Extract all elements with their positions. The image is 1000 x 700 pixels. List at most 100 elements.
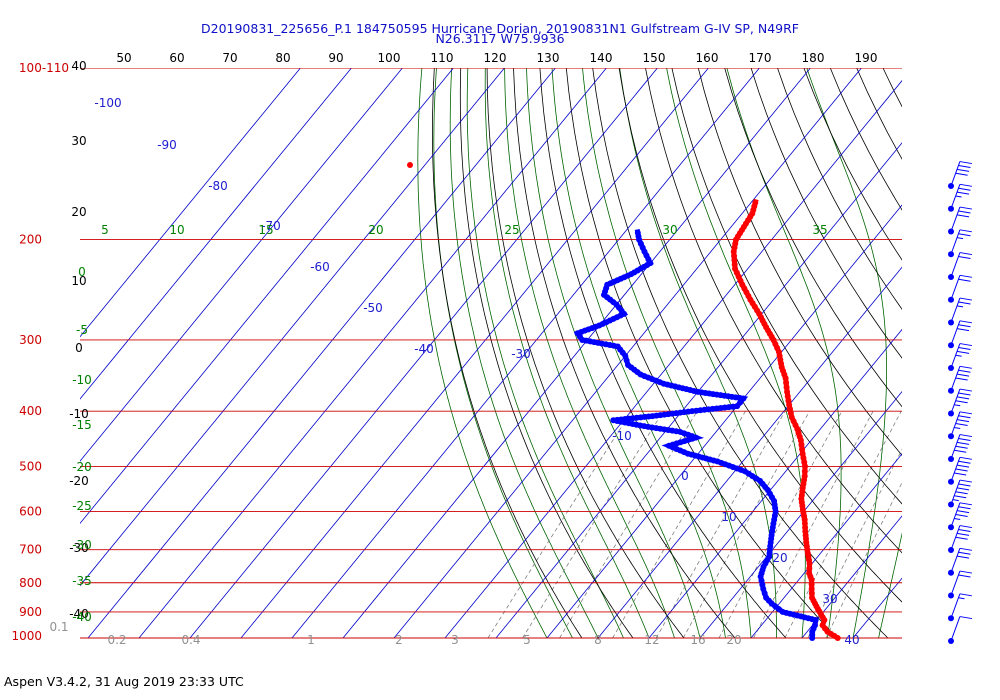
isotherm-line [80, 68, 403, 462]
wind-barb-flag [956, 419, 970, 423]
pressure-tick-label: 200 [19, 233, 42, 247]
pressure-tick-label: 400 [19, 404, 42, 418]
wind-barb-staff [950, 320, 961, 346]
temperature-profile-point [407, 162, 413, 168]
isotherm-line [80, 68, 454, 524]
theta-e-left-label: -25 [72, 499, 92, 513]
potential-temperature-label: 90 [328, 51, 343, 65]
mixing-ratio-line [825, 481, 902, 639]
theta-e-label: 35 [812, 223, 827, 237]
temperature-profile-point [799, 450, 806, 457]
dry-adiabat-line [777, 68, 902, 310]
wind-barb-staff [950, 479, 961, 505]
left-temperature-label: -20 [69, 474, 89, 488]
mixing-ratio-label: 8 [594, 633, 602, 647]
wind-barb-staff [950, 161, 961, 187]
temperature-profile-point [819, 622, 826, 629]
isotherm-line [801, 515, 902, 639]
wind-barb-flag [955, 445, 968, 449]
dry-adiabat-line [592, 68, 889, 639]
dry-adiabat-line [697, 68, 902, 456]
wind-barb-staff [950, 229, 961, 255]
isotherm-label: -40 [414, 342, 434, 356]
wind-barb-staff [950, 502, 961, 528]
mixing-ratio-label: 12 [644, 633, 659, 647]
moist-adiabat-line [551, 68, 726, 639]
dry-adiabat-line [750, 68, 902, 359]
wind-barb-staff [950, 297, 961, 323]
mixing-ratio-label: 5 [523, 633, 531, 647]
dry-adiabat-line [909, 68, 1000, 638]
isotherm-line [189, 68, 658, 639]
isotherm-line [444, 80, 902, 639]
temperature-profile-point [808, 590, 815, 597]
wind-barb [950, 502, 972, 528]
wind-barb-flag [959, 320, 972, 324]
wind-barb [950, 252, 972, 278]
theta-e-left-label: -40 [72, 610, 92, 624]
wind-barb [950, 434, 972, 460]
left-temperature-label: 10 [71, 274, 86, 288]
wind-barb-flag [958, 460, 971, 464]
wind-barb-staff [950, 184, 961, 209]
theta-e-left-label: -15 [72, 418, 92, 432]
wind-barb-half-flag [956, 237, 964, 240]
wind-barb-flag [958, 506, 971, 510]
potential-temperature-label: 170 [749, 51, 772, 65]
theta-e-left-label: -5 [76, 323, 88, 337]
isotherm-label: 30 [822, 592, 837, 606]
temperature-profile-point [808, 585, 815, 592]
wind-barb [950, 297, 972, 323]
dry-adiabat-line [565, 68, 838, 639]
wind-barb-staff [950, 457, 961, 482]
wind-barb-flag [958, 346, 971, 350]
wind-barb [950, 274, 972, 300]
temperature-profile-point [731, 257, 738, 264]
wind-barb-flag [958, 369, 971, 373]
wind-barb-column [948, 161, 972, 644]
temperature-profile-point [731, 252, 738, 259]
left-temperature-label: -40 [69, 607, 89, 621]
wind-barb-flag [956, 510, 970, 514]
wind-barb [950, 479, 972, 505]
pressure-tick-label: 1000 [11, 629, 42, 643]
wind-barb-half-flag [956, 305, 964, 308]
wind-barb-half-flag [954, 517, 961, 520]
pressure-tick-label: 800 [19, 576, 42, 590]
wind-barb-flag [959, 434, 972, 438]
left-temperature-label: 20 [71, 205, 86, 219]
wind-barb-half-flag [952, 499, 959, 502]
wind-barb-flag [958, 278, 971, 282]
moist-adiabat-line [417, 68, 548, 639]
temperature-profile-point [732, 265, 739, 272]
wind-barb-staff [950, 570, 961, 596]
wind-barb-flag [954, 495, 967, 499]
wind-barb-flag [959, 525, 972, 529]
wind-barb [950, 616, 972, 642]
mixing-ratio-label: 16 [690, 633, 705, 647]
wind-barb-flag [958, 210, 971, 214]
isotherm-line [87, 68, 556, 639]
temperature-profile-point [798, 441, 805, 448]
wind-barb-flag [956, 396, 970, 400]
wind-barb-half-flag [955, 195, 962, 198]
isotherm-line [80, 68, 301, 338]
theta-e-left-label: -10 [72, 373, 92, 387]
moist-adiabat-line [484, 68, 650, 639]
left-temperature-label: 30 [71, 134, 86, 148]
left-temperature-label: -30 [69, 541, 89, 555]
wind-barb-flag [959, 570, 972, 574]
isotherm-line [291, 68, 760, 639]
wind-barb-flag [956, 487, 970, 491]
wind-barb-flag [959, 252, 972, 256]
wind-barb-flag [955, 514, 968, 518]
isotherm-label: -80 [208, 179, 228, 193]
isotherm-label: -100 [94, 96, 121, 110]
temperature-profile-point [806, 565, 813, 572]
temperature-profile-point [801, 473, 808, 480]
isotherm-label: -10 [612, 429, 632, 443]
isotherm-line [240, 68, 709, 639]
wind-barb-flag [955, 172, 968, 176]
temperature-profile-point [808, 581, 815, 588]
wind-barb-flag [958, 574, 971, 578]
